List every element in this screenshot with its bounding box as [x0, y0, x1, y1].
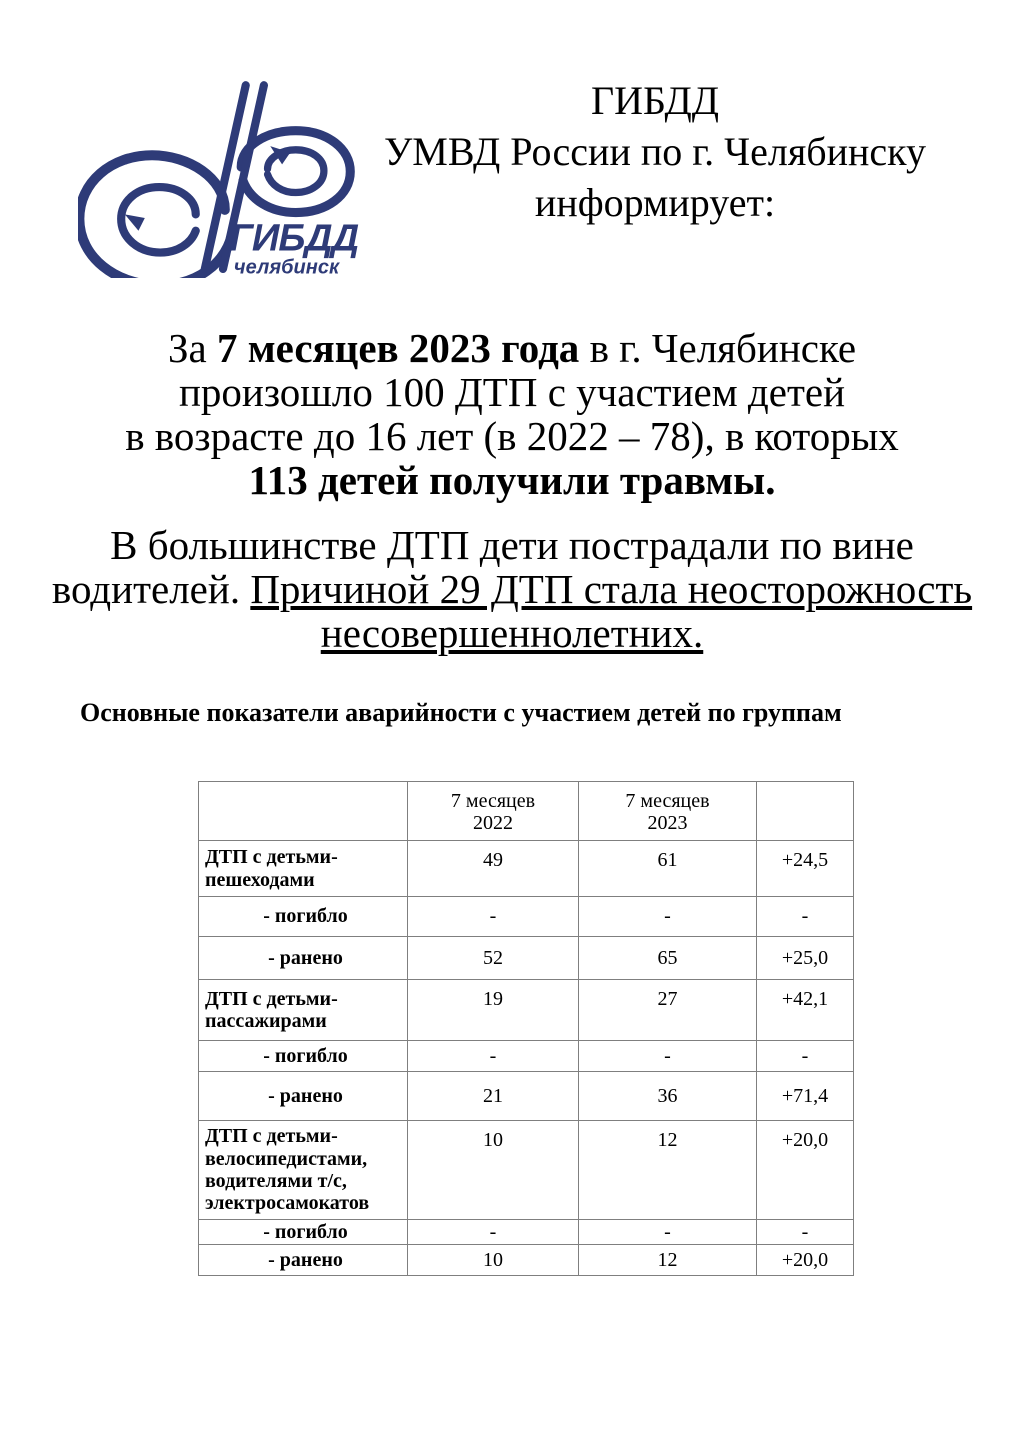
svg-text:челябинск: челябинск — [234, 256, 340, 278]
